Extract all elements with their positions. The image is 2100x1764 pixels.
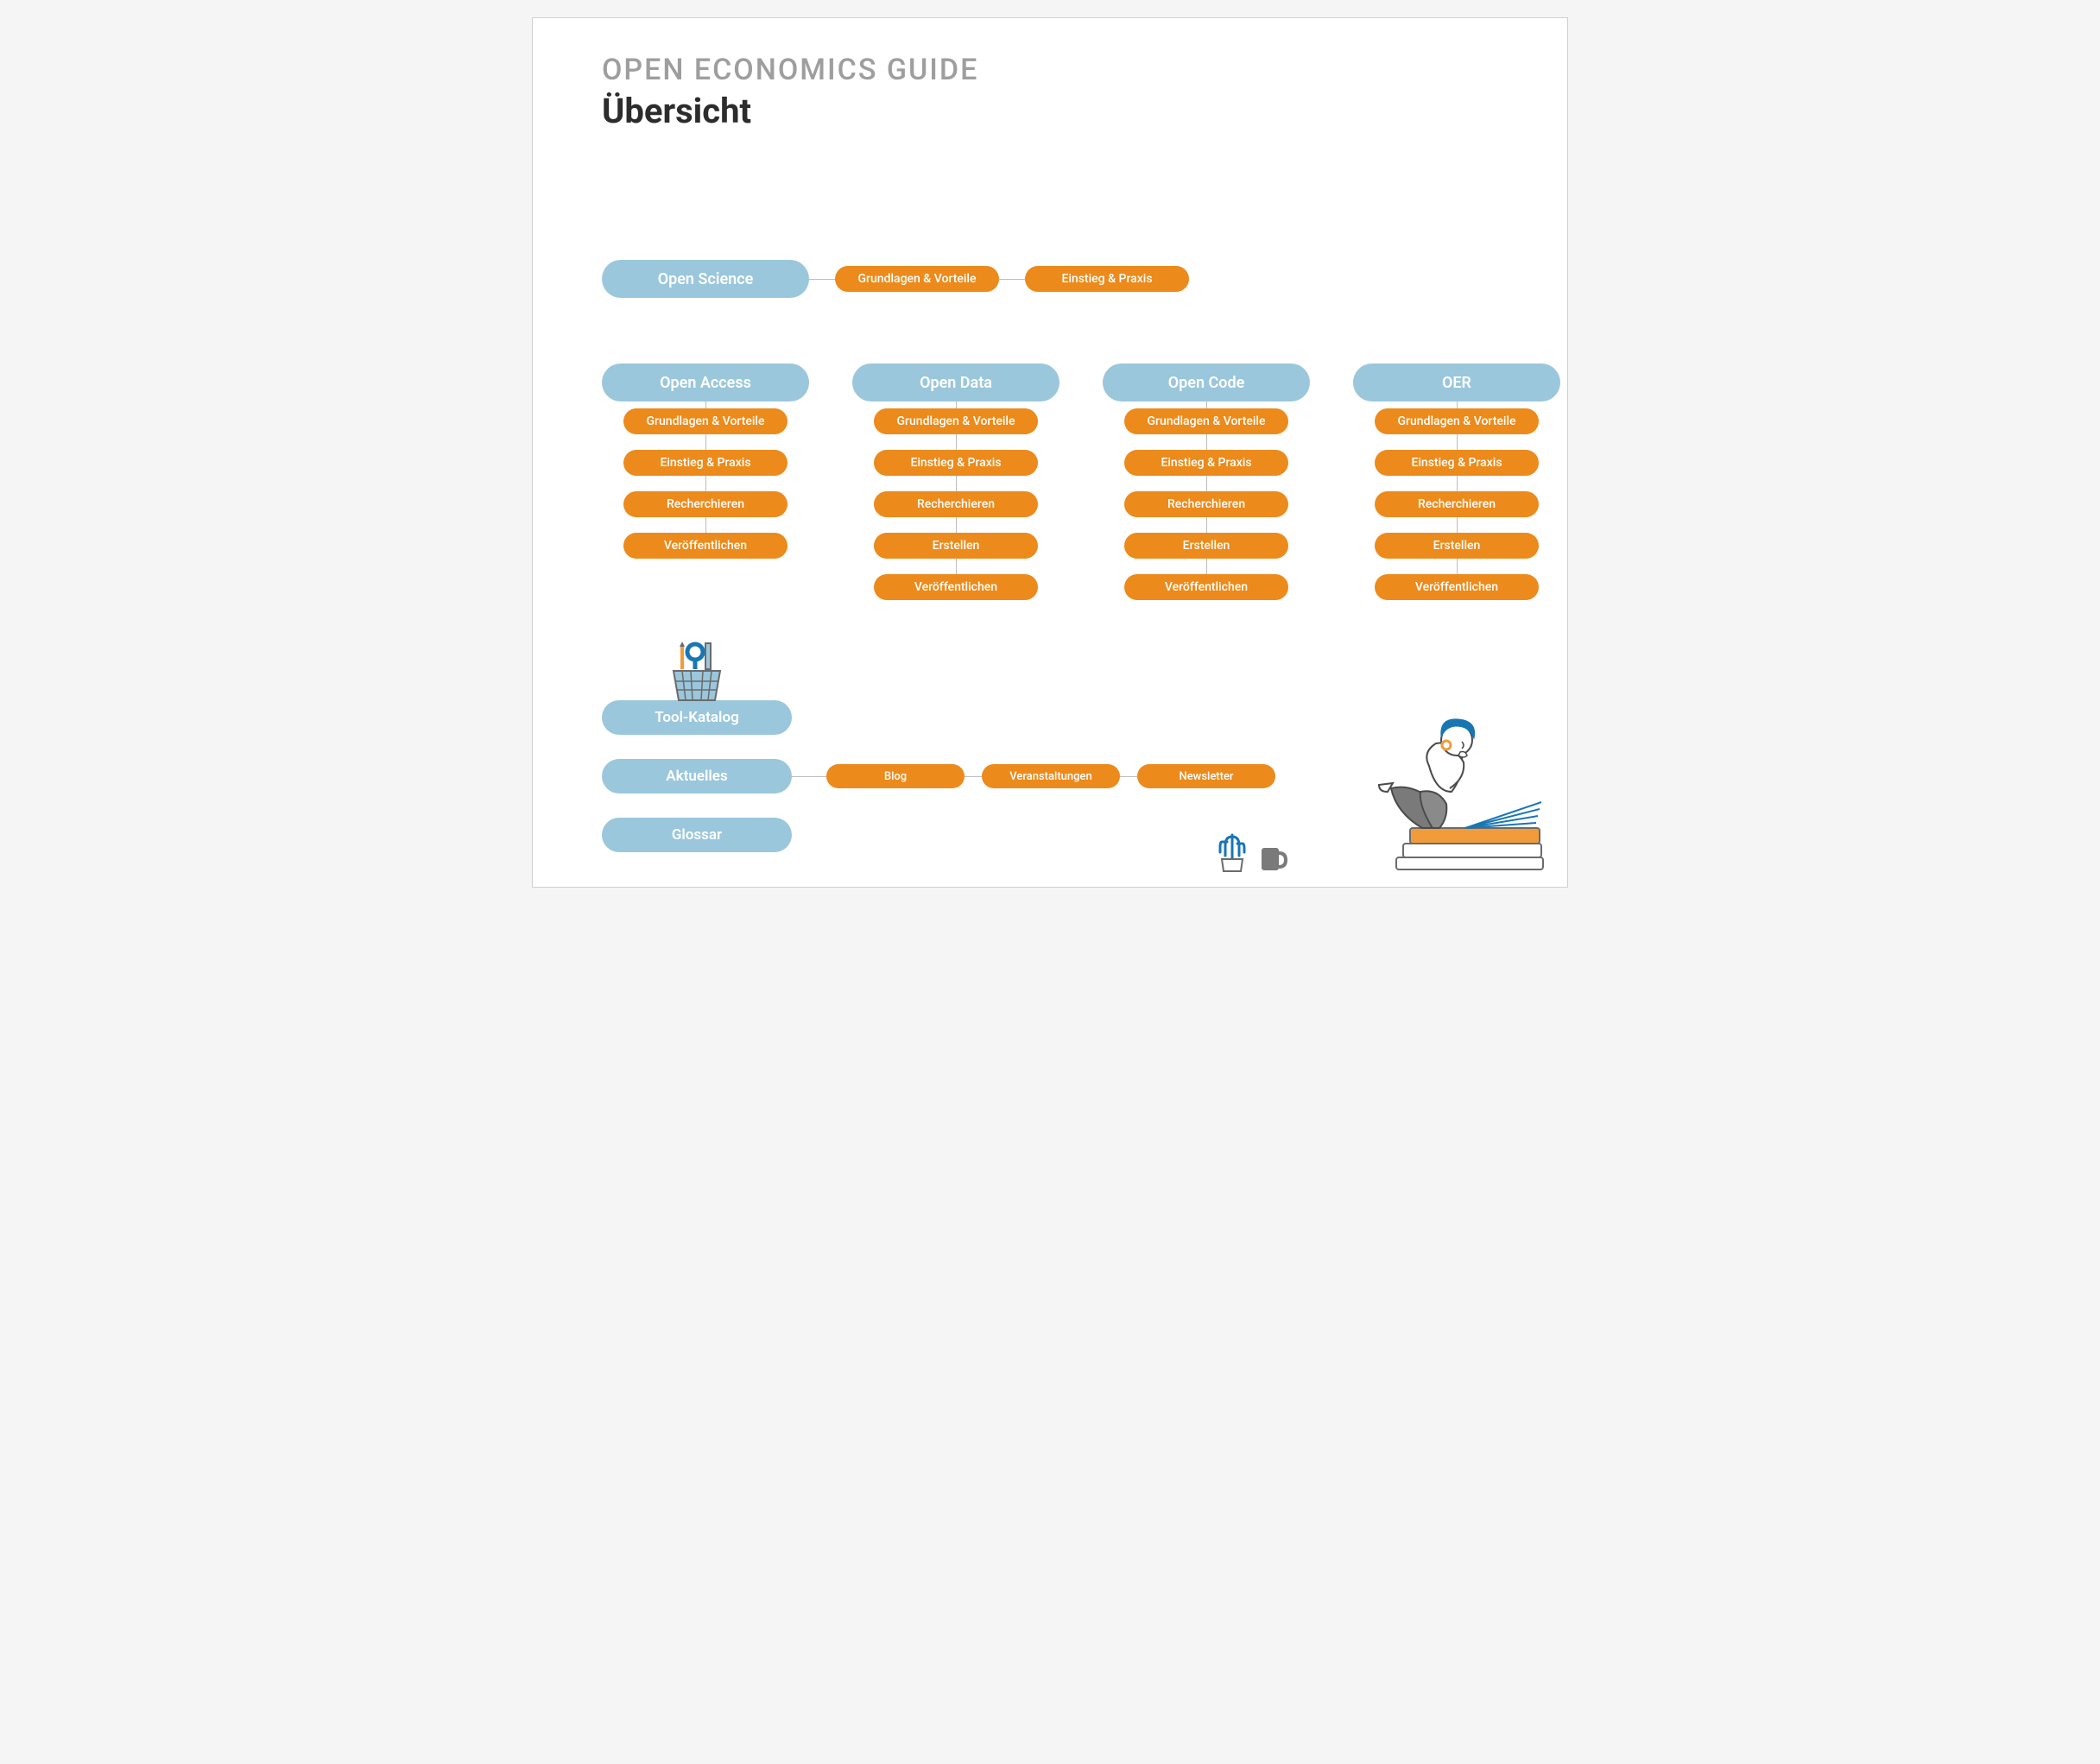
node-label: Veröffentlichen bbox=[1415, 580, 1498, 594]
node-label: Grundlagen & Vorteile bbox=[897, 414, 1015, 428]
node-open-science[interactable]: Open Science bbox=[602, 260, 809, 298]
node-label: Erstellen bbox=[933, 539, 980, 553]
cactus-icon bbox=[1215, 830, 1249, 873]
node-label: Open Access bbox=[660, 374, 751, 392]
node-label: Grundlagen & Vorteile bbox=[1148, 414, 1266, 428]
node-glossar[interactable]: Glossar bbox=[602, 818, 792, 852]
diagram-canvas: OPEN ECONOMICS GUIDE Übersicht Open Scie… bbox=[532, 17, 1568, 888]
node-aktuelles-child[interactable]: Newsletter bbox=[1137, 764, 1275, 788]
node-label: Veranstaltungen bbox=[1009, 770, 1091, 783]
node-oer-child[interactable]: Veröffentlichen bbox=[1375, 574, 1539, 600]
node-oer-child[interactable]: Erstellen bbox=[1375, 533, 1539, 559]
mug-icon bbox=[1258, 843, 1287, 874]
node-open-access-child[interactable]: Veröffentlichen bbox=[623, 533, 788, 559]
node-label: Aktuelles bbox=[666, 768, 727, 785]
node-oer-child[interactable]: Grundlagen & Vorteile bbox=[1375, 408, 1539, 434]
node-label: Grundlagen & Vorteile bbox=[1398, 414, 1516, 428]
node-open-access[interactable]: Open Access bbox=[602, 364, 809, 401]
node-open-code[interactable]: Open Code bbox=[1103, 364, 1310, 401]
node-label: Grundlagen & Vorteile bbox=[647, 414, 765, 428]
node-label: Erstellen bbox=[1183, 539, 1230, 553]
node-label: Veröffentlichen bbox=[914, 580, 997, 594]
node-label: Einstieg & Praxis bbox=[660, 456, 750, 470]
connector bbox=[999, 279, 1025, 280]
node-open-code-child[interactable]: Veröffentlichen bbox=[1124, 574, 1288, 600]
connector bbox=[1120, 776, 1137, 777]
node-label: Open Code bbox=[1168, 374, 1245, 392]
node-open-data-child[interactable]: Einstieg & Praxis bbox=[874, 450, 1038, 476]
node-open-data-child[interactable]: Erstellen bbox=[874, 533, 1038, 559]
node-open-science-child[interactable]: Einstieg & Praxis bbox=[1025, 266, 1189, 292]
node-open-data-child[interactable]: Recherchieren bbox=[874, 491, 1038, 517]
node-label: Tool-Katalog bbox=[655, 709, 739, 726]
node-aktuelles[interactable]: Aktuelles bbox=[602, 759, 792, 793]
node-tool-katalog[interactable]: Tool-Katalog bbox=[602, 700, 792, 735]
node-open-code-child[interactable]: Recherchieren bbox=[1124, 491, 1288, 517]
node-open-access-child[interactable]: Recherchieren bbox=[623, 491, 788, 517]
node-label: Grundlagen & Vorteile bbox=[858, 272, 977, 286]
node-label: Recherchieren bbox=[1167, 497, 1245, 511]
node-label: Blog bbox=[884, 770, 907, 783]
node-oer-child[interactable]: Recherchieren bbox=[1375, 491, 1539, 517]
node-label: Open Data bbox=[920, 374, 992, 392]
node-open-data[interactable]: Open Data bbox=[852, 364, 1059, 401]
page-header: OPEN ECONOMICS GUIDE Übersicht bbox=[602, 53, 978, 131]
node-open-science-child[interactable]: Grundlagen & Vorteile bbox=[835, 266, 999, 292]
node-open-access-child[interactable]: Einstieg & Praxis bbox=[623, 450, 788, 476]
node-label: Recherchieren bbox=[917, 497, 995, 511]
node-label: Newsletter bbox=[1179, 770, 1233, 783]
node-open-data-child[interactable]: Grundlagen & Vorteile bbox=[874, 408, 1038, 434]
node-label: Einstieg & Praxis bbox=[910, 456, 1001, 470]
node-label: Open Science bbox=[658, 270, 754, 288]
node-oer[interactable]: OER bbox=[1353, 364, 1560, 401]
node-label: Glossar bbox=[672, 826, 722, 844]
node-label: Veröffentlichen bbox=[664, 539, 747, 553]
header-kicker: OPEN ECONOMICS GUIDE bbox=[602, 53, 978, 87]
node-label: Veröffentlichen bbox=[1165, 580, 1248, 594]
node-label: Recherchieren bbox=[667, 497, 744, 511]
person-reading-icon bbox=[1336, 709, 1552, 882]
node-label: Recherchieren bbox=[1418, 497, 1496, 511]
node-label: Einstieg & Praxis bbox=[1161, 456, 1251, 470]
node-open-code-child[interactable]: Erstellen bbox=[1124, 533, 1288, 559]
node-open-code-child[interactable]: Einstieg & Praxis bbox=[1124, 450, 1288, 476]
node-label: OER bbox=[1442, 374, 1471, 392]
node-open-code-child[interactable]: Grundlagen & Vorteile bbox=[1124, 408, 1288, 434]
node-aktuelles-child[interactable]: Veranstaltungen bbox=[982, 764, 1120, 788]
node-aktuelles-child[interactable]: Blog bbox=[826, 764, 965, 788]
basket-tools-icon bbox=[667, 640, 727, 702]
node-label: Einstieg & Praxis bbox=[1411, 456, 1502, 470]
node-open-data-child[interactable]: Veröffentlichen bbox=[874, 574, 1038, 600]
connector bbox=[792, 776, 826, 777]
node-label: Einstieg & Praxis bbox=[1061, 272, 1152, 286]
header-title: Übersicht bbox=[602, 91, 978, 131]
node-open-access-child[interactable]: Grundlagen & Vorteile bbox=[623, 408, 788, 434]
node-label: Erstellen bbox=[1433, 539, 1481, 553]
node-oer-child[interactable]: Einstieg & Praxis bbox=[1375, 450, 1539, 476]
connector bbox=[965, 776, 982, 777]
